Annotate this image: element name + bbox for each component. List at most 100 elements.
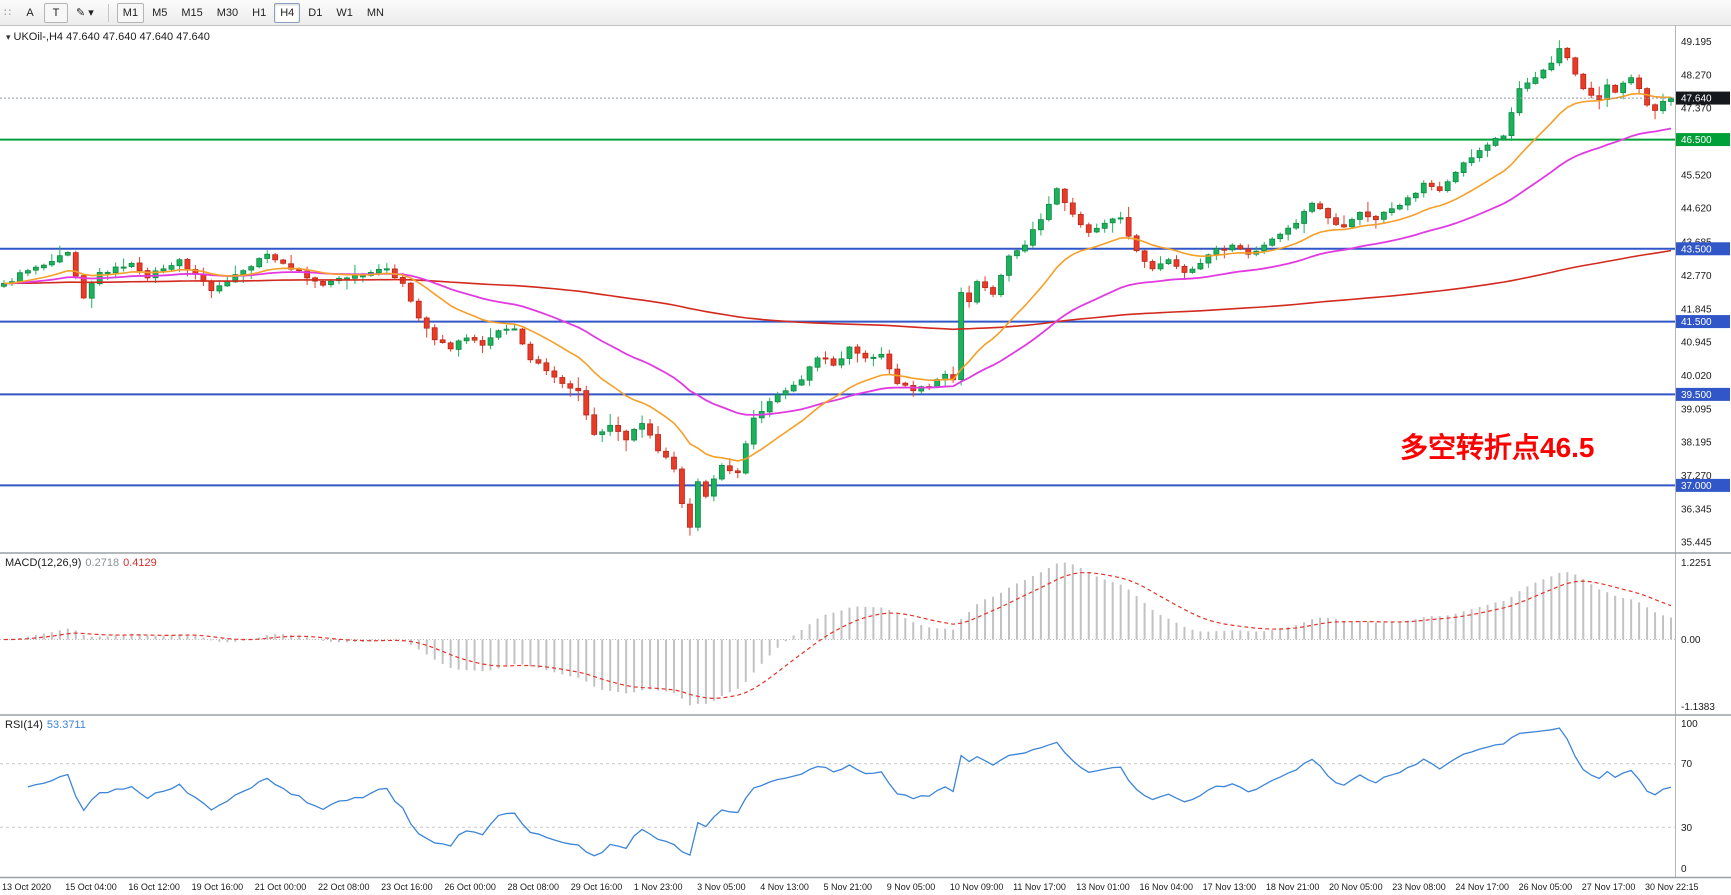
price-axis[interactable]: 49.19548.27047.37045.52044.62043.68542.7… bbox=[1675, 26, 1731, 877]
text-tool-button[interactable]: T bbox=[44, 2, 68, 23]
macd-signal-value: 0.4129 bbox=[123, 557, 157, 569]
time-tick-label: 24 Nov 17:00 bbox=[1455, 882, 1509, 892]
chart-area[interactable]: 49.19548.27047.37045.52044.62043.68542.7… bbox=[0, 26, 1731, 895]
price-tag-label: 39.500 bbox=[1681, 390, 1712, 401]
time-tick-label: 10 Nov 09:00 bbox=[950, 882, 1004, 892]
time-tick-label: 29 Oct 16:00 bbox=[571, 882, 623, 892]
macd-signal-line bbox=[3, 572, 1672, 700]
timeframe-mn-button[interactable]: MN bbox=[361, 3, 390, 23]
toolbar-tools: A T ✎ ▾ bbox=[18, 2, 100, 23]
macd-histogram bbox=[10, 562, 1673, 706]
time-tick-label: 22 Oct 08:00 bbox=[318, 882, 370, 892]
price-tag-label: 37.000 bbox=[1681, 481, 1712, 492]
cursor-tool-button[interactable]: A bbox=[18, 3, 42, 23]
price-tick-label: 48.270 bbox=[1681, 71, 1712, 82]
price-tick-label: 44.620 bbox=[1681, 204, 1712, 215]
timeframe-m1-button[interactable]: M1 bbox=[116, 2, 145, 23]
price-tag-37.000 bbox=[1676, 478, 1730, 492]
time-tick-label: 28 Oct 08:00 bbox=[508, 882, 560, 892]
draw-tool-button[interactable]: ✎ ▾ bbox=[70, 3, 100, 23]
timeframe-m30-button[interactable]: M30 bbox=[211, 3, 244, 23]
time-tick-label: 23 Oct 16:00 bbox=[381, 882, 433, 892]
timeframe-h4-button[interactable]: H4 bbox=[274, 2, 301, 23]
time-tick-label: 13 Nov 01:00 bbox=[1076, 882, 1130, 892]
macd-pane[interactable] bbox=[0, 562, 1675, 706]
macd-name: MACD(12,26,9) bbox=[5, 557, 82, 569]
price-tag-label: 41.500 bbox=[1681, 317, 1712, 328]
timeframe-buttons: M1 M5 M15 M30 H1 H4 D1 W1 MN bbox=[116, 2, 390, 23]
time-tick-label: 27 Nov 17:00 bbox=[1582, 882, 1636, 892]
time-tick-label: 23 Nov 08:00 bbox=[1392, 882, 1446, 892]
price-tick-label: 36.345 bbox=[1681, 505, 1712, 516]
timeframe-d1-button[interactable]: D1 bbox=[302, 3, 328, 23]
price-tick-label: 40.020 bbox=[1681, 371, 1712, 382]
price-tick-label: 40.945 bbox=[1681, 337, 1712, 348]
price-tag-41.500 bbox=[1676, 315, 1730, 329]
time-tick-label: 19 Oct 16:00 bbox=[192, 882, 244, 892]
time-tick-label: 18 Nov 21:00 bbox=[1266, 882, 1320, 892]
time-tick-label: 20 Nov 05:00 bbox=[1329, 882, 1383, 892]
macd-zero-label: 0.00 bbox=[1681, 635, 1701, 646]
price-tag-47.640 bbox=[1676, 91, 1730, 105]
symbol-marker-icon: ▾ bbox=[6, 32, 11, 42]
time-tick-label: 21 Oct 00:00 bbox=[255, 882, 307, 892]
rsi-label: RSI(14) 53.3711 bbox=[5, 719, 86, 731]
macd-label: MACD(12,26,9) 0.2718 0.4129 bbox=[5, 557, 157, 569]
main-price-pane[interactable] bbox=[0, 40, 1675, 536]
time-tick-label: 4 Nov 13:00 bbox=[760, 882, 809, 892]
rsi-value: 53.3711 bbox=[46, 719, 86, 731]
timeframe-h1-button[interactable]: H1 bbox=[246, 3, 272, 23]
macd-max-label: 1.2251 bbox=[1681, 558, 1712, 569]
price-tag-39.500 bbox=[1676, 387, 1730, 401]
rsi-axis-label: 0 bbox=[1681, 864, 1687, 875]
price-tick-label: 41.845 bbox=[1681, 305, 1712, 316]
macd-main-value: 0.2718 bbox=[85, 557, 120, 569]
time-tick-label: 17 Nov 13:00 bbox=[1203, 882, 1257, 892]
time-tick-label: 1 Nov 23:00 bbox=[634, 882, 683, 892]
time-tick-label: 3 Nov 05:00 bbox=[697, 882, 746, 892]
time-tick-label: 13 Oct 2020 bbox=[2, 882, 51, 892]
timeframe-m5-button[interactable]: M5 bbox=[146, 3, 173, 23]
price-tag-46.500 bbox=[1676, 133, 1730, 147]
price-tag-label: 46.500 bbox=[1681, 135, 1712, 146]
toolbar: ∷ A T ✎ ▾ M1 M5 M15 M30 H1 H4 D1 W1 MN bbox=[0, 0, 1731, 26]
rsi-name: RSI(14) bbox=[5, 719, 43, 731]
price-tick-label: 39.095 bbox=[1681, 405, 1712, 416]
time-tick-label: 5 Nov 21:00 bbox=[824, 882, 873, 892]
ma-mid-magenta-line bbox=[3, 127, 1672, 416]
symbol-title: UKOil-,H4 bbox=[13, 31, 64, 43]
chart-annotation-text: 多空转折点46.5 bbox=[1400, 432, 1595, 463]
time-axis[interactable]: 13 Oct 2020 15 Oct 04:00 16 Oct 12:00 19 Oc… bbox=[2, 882, 1699, 892]
rsi-axis-label: 100 bbox=[1681, 719, 1698, 730]
toolbar-grip-icon: ∷ bbox=[4, 7, 12, 19]
time-tick-label: 15 Oct 04:00 bbox=[65, 882, 117, 892]
macd-min-label: -1.1383 bbox=[1681, 702, 1715, 713]
price-tag-43.500 bbox=[1676, 242, 1730, 256]
time-tick-label: 11 Nov 17:00 bbox=[1013, 882, 1066, 892]
ma-slow-red-line bbox=[3, 249, 1672, 331]
price-tick-label: 49.195 bbox=[1681, 37, 1712, 48]
price-tick-label: 35.445 bbox=[1681, 537, 1712, 548]
timeframe-w1-button[interactable]: W1 bbox=[330, 3, 359, 23]
time-tick-label: 9 Nov 05:00 bbox=[887, 882, 936, 892]
symbol-ohlc-line: ▾ UKOil-,H4 47.640 47.640 47.640 47.640 bbox=[6, 31, 210, 43]
price-tick-label: 42.770 bbox=[1681, 271, 1712, 282]
time-tick-label: 16 Oct 12:00 bbox=[128, 882, 180, 892]
time-tick-label: 16 Nov 04:00 bbox=[1139, 882, 1193, 892]
time-tick-label: 30 Nov 22:15 bbox=[1645, 882, 1699, 892]
ma-fast-orange-line bbox=[3, 92, 1672, 462]
rsi-line bbox=[27, 727, 1672, 857]
rsi-axis-label: 30 bbox=[1681, 823, 1693, 834]
rsi-pane[interactable] bbox=[0, 727, 1675, 857]
price-tick-label: 45.520 bbox=[1681, 171, 1712, 182]
ohlc-values: 47.640 47.640 47.640 47.640 bbox=[66, 31, 210, 43]
price-tag-label: 43.500 bbox=[1681, 244, 1712, 255]
time-tick-label: 26 Oct 00:00 bbox=[444, 882, 496, 892]
toolbar-separator bbox=[107, 3, 109, 22]
price-tick-label: 47.370 bbox=[1681, 103, 1712, 114]
price-tick-label: 37.270 bbox=[1681, 471, 1712, 482]
rsi-axis-label: 70 bbox=[1681, 759, 1693, 770]
timeframe-m15-button[interactable]: M15 bbox=[175, 3, 208, 23]
chart-canvas[interactable]: 49.19548.27047.37045.52044.62043.68542.7… bbox=[0, 26, 1731, 895]
